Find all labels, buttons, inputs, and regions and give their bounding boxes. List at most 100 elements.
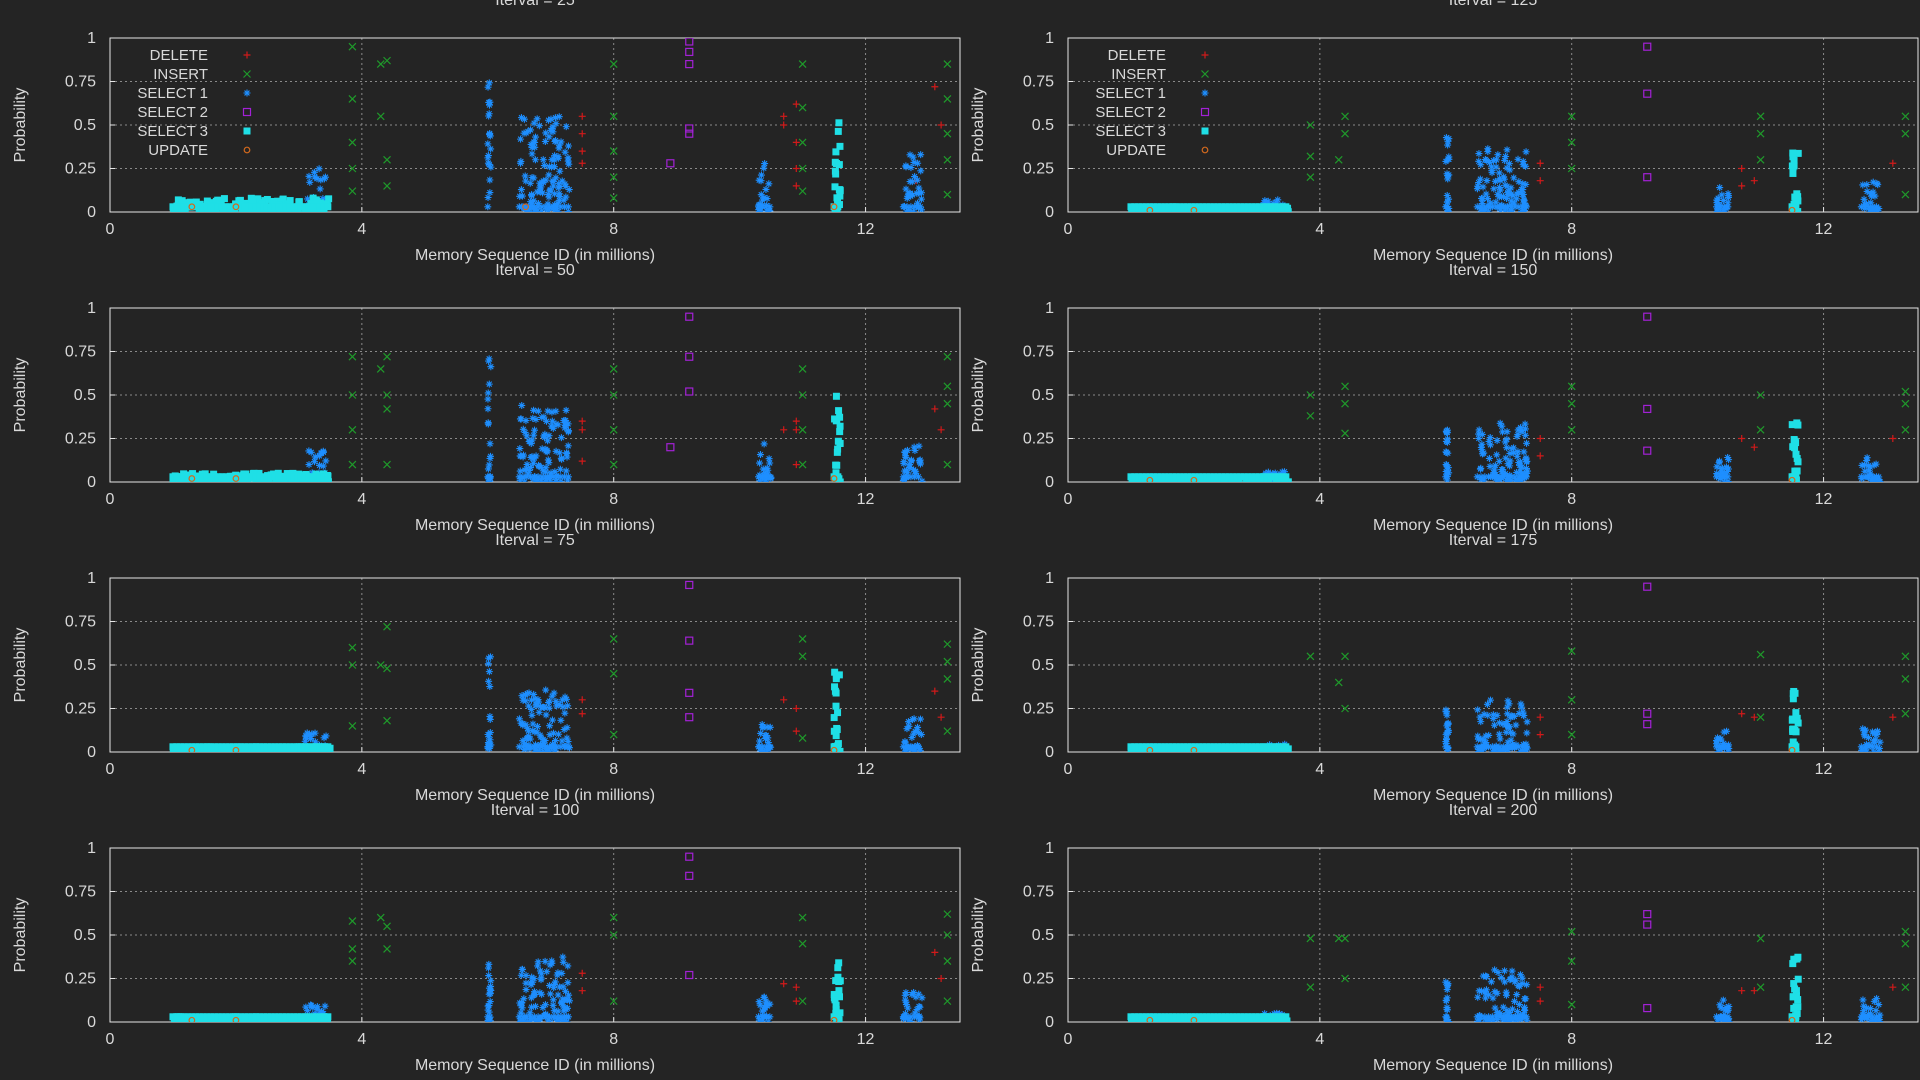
data-point <box>1138 203 1146 211</box>
data-point <box>1142 473 1150 481</box>
data-point <box>177 1013 185 1021</box>
data-point <box>766 473 774 481</box>
data-point <box>1146 206 1154 212</box>
data-point <box>1716 473 1724 481</box>
data-point <box>1306 391 1315 399</box>
data-point <box>263 743 271 751</box>
legend-label: SELECT 1 <box>137 85 208 102</box>
data-point <box>1206 473 1214 481</box>
data-point <box>1507 477 1515 482</box>
data-point <box>685 352 694 361</box>
data-point <box>1306 934 1315 943</box>
data-point <box>541 1001 549 1009</box>
data-point <box>1442 997 1450 1005</box>
chart-title: Iterval = 75 <box>495 532 575 549</box>
data-point <box>1218 203 1226 211</box>
data-point <box>1789 695 1797 703</box>
y-tick-label: 0.75 <box>65 614 96 631</box>
data-point <box>1713 473 1721 481</box>
data-point <box>485 960 493 968</box>
data-point <box>1475 426 1483 434</box>
data-point <box>1498 468 1506 476</box>
y-tick-label: 1 <box>1045 300 1054 317</box>
data-point <box>383 56 391 65</box>
data-point <box>760 993 768 1001</box>
data-point <box>311 738 319 746</box>
data-point <box>522 417 530 425</box>
data-point <box>1206 743 1214 751</box>
chart-title: Iterval = 100 <box>491 802 580 819</box>
data-point <box>1146 746 1154 752</box>
data-point <box>1263 203 1271 211</box>
data-point <box>558 1017 566 1022</box>
data-point <box>1507 473 1515 481</box>
data-point <box>1789 153 1797 161</box>
data-point <box>321 173 329 181</box>
data-point <box>943 190 952 199</box>
data-point <box>1485 159 1493 167</box>
data-point <box>1519 743 1527 751</box>
data-point <box>487 145 495 153</box>
data-point <box>1483 177 1491 185</box>
data-point <box>1169 743 1177 751</box>
data-point <box>1443 729 1451 737</box>
data-point <box>316 473 324 481</box>
y-axis-label: Probability <box>970 358 987 433</box>
data-point <box>1515 710 1523 718</box>
data-point <box>1157 473 1165 481</box>
data-point <box>1278 203 1286 211</box>
data-point <box>830 473 838 481</box>
data-point <box>1153 743 1161 751</box>
data-point <box>1716 1001 1724 1009</box>
data-point <box>562 467 570 475</box>
y-tick-label: 0.75 <box>1023 344 1054 361</box>
data-point <box>1515 203 1523 211</box>
data-point <box>564 962 572 970</box>
data-point <box>226 743 234 751</box>
data-point <box>282 473 290 481</box>
data-point <box>548 716 556 724</box>
data-point <box>1191 203 1199 211</box>
data-point <box>348 643 357 652</box>
data-point <box>1720 728 1728 736</box>
data-point <box>556 983 564 991</box>
data-point <box>1724 203 1732 211</box>
data-point <box>1513 190 1521 198</box>
data-point <box>1210 743 1218 751</box>
data-point <box>901 1010 909 1018</box>
data-point <box>169 203 177 211</box>
x-axis-label: Memory Sequence ID (in millions) <box>415 787 655 804</box>
data-point <box>1717 1004 1725 1012</box>
data-point <box>542 417 550 425</box>
data-point <box>534 1013 542 1021</box>
data-point <box>831 687 839 695</box>
data-point <box>252 473 260 481</box>
data-point <box>758 743 766 751</box>
data-point <box>1244 743 1252 751</box>
chart-title: Iterval = 25 <box>495 0 575 9</box>
data-point <box>1512 741 1520 749</box>
data-point <box>279 743 287 751</box>
data-point <box>317 176 325 184</box>
data-point <box>484 405 492 413</box>
data-point <box>1493 476 1501 482</box>
data-point <box>908 990 916 998</box>
data-point <box>1142 1013 1150 1021</box>
data-point <box>943 997 952 1006</box>
data-point <box>1789 149 1797 157</box>
data-point <box>761 1003 769 1011</box>
data-point <box>195 203 203 211</box>
data-point <box>560 726 568 734</box>
data-point <box>1180 203 1188 211</box>
data-point <box>315 165 323 173</box>
y-tick-label: 0.25 <box>65 161 96 178</box>
data-point <box>1271 1013 1279 1021</box>
data-point <box>1157 1013 1165 1021</box>
data-point <box>908 734 916 742</box>
data-point <box>792 983 800 991</box>
data-point <box>1237 203 1245 211</box>
data-point <box>304 195 312 203</box>
data-point <box>188 475 196 482</box>
data-point <box>321 1002 329 1010</box>
